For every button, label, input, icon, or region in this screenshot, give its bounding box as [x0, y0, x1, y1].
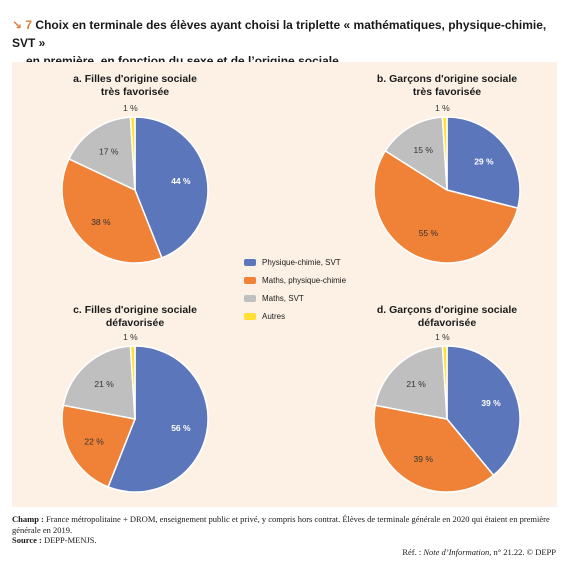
pie-c-slice-0: [107, 345, 209, 493]
legend-swatch: [244, 258, 256, 266]
chart-b-title: b. Garçons d'origine sociale très favori…: [347, 73, 547, 99]
pie-a-label-0: 44 %: [171, 176, 191, 186]
pie-c-label-3: 1 %: [123, 332, 138, 342]
chart-c-title: c. Filles d'origine sociale défavorisée: [35, 304, 235, 330]
pie-c-label-0: 56 %: [171, 423, 191, 433]
figure-title-line1: Choix en terminale des élèves ayant choi…: [12, 18, 547, 50]
chart-b-title-line2: très favorisée: [412, 86, 482, 98]
pie-a-slice-1: [61, 157, 163, 264]
pie-b-label-3: 1 %: [435, 103, 450, 113]
pie-c-slice-2: [62, 345, 136, 420]
chart-c-title-line2: défavorisée: [105, 317, 165, 329]
pie-charts-svg: 44 % 38 % 17 % 1 % 29 % 55 % 15 % 1 % 56 % 22 % 21…: [61, 103, 521, 493]
ref-label: Réf. :: [402, 547, 422, 557]
pie-c-slice-3: [129, 345, 136, 420]
source-text: DEPP-MENJS.: [43, 535, 97, 545]
chart-d-title-line1: d. Garçons d'origine sociale: [376, 304, 518, 316]
pie-d-label-3: 1 %: [435, 332, 450, 342]
legend-label: Maths, SVT: [262, 293, 304, 303]
pie-a-slice-2: [67, 116, 136, 192]
source-label: Source :: [12, 535, 42, 545]
chart-b-title-line1: b. Garçons d'origine sociale: [376, 73, 518, 85]
pie-d-slice-2: [374, 345, 448, 420]
pie-d-label-1: 39 %: [414, 454, 434, 464]
champ-label: Champ :: [12, 514, 44, 524]
chart-d-title-line2: défavorisée: [417, 317, 477, 329]
pie-d-label-2: 21 %: [406, 379, 426, 389]
legend-item: Autres: [244, 307, 346, 325]
legend-label: Maths, physique-chimie: [262, 275, 347, 285]
legend-item: Maths, SVT: [244, 289, 346, 307]
chart-a-title: a. Filles d'origine sociale très favoris…: [35, 73, 235, 99]
pie-d-slice-3: [441, 345, 448, 420]
legend-item: Maths, physique-chimie: [244, 271, 346, 289]
pie-d-slice-0: [446, 345, 521, 477]
chart-c-title-line1: c. Filles d'origine sociale: [73, 304, 197, 316]
chart-a-title-line1: a. Filles d'origine sociale: [73, 73, 197, 85]
legend-item: Physique-chimie, SVT: [244, 253, 346, 271]
pie-c-label-1: 22 %: [84, 437, 104, 447]
legend-swatch: [244, 276, 256, 284]
pie-b-label-0: 29 %: [474, 156, 494, 166]
legend-label: Physique-chimie, SVT: [262, 257, 341, 267]
pie-a-label-2: 17 %: [99, 146, 119, 156]
chart-a-title-line2: très favorisée: [100, 86, 170, 98]
chart-legend: Physique-chimie, SVT Maths, physique-chi…: [244, 253, 346, 325]
legend-swatch: [244, 294, 256, 302]
pie-b-label-2: 15 %: [414, 145, 434, 155]
pie-a-label-3: 1 %: [123, 103, 138, 113]
pie-a-label-1: 38 %: [91, 217, 111, 227]
pie-b-slice-1: [373, 149, 519, 264]
pie-b-label-1: 55 %: [419, 228, 439, 238]
pie-d-slice-1: [373, 404, 495, 493]
pie-c-label-2: 21 %: [94, 379, 114, 389]
reference: Réf. : Note d’Information, n° 21.22. © D…: [402, 547, 556, 557]
pie-b-slice-2: [384, 116, 448, 192]
legend-swatch: [244, 312, 256, 320]
champ-text: France métropolitaine + DROM, enseigneme…: [12, 514, 550, 535]
legend-label: Autres: [262, 311, 286, 321]
ref-title: Note d’Information: [423, 547, 490, 557]
pie-d-label-0: 39 %: [481, 398, 501, 408]
chart-panel: 44 % 38 % 17 % 1 % 29 % 55 % 15 % 1 % 56 % 22 % 21…: [12, 62, 557, 507]
chart-d-title: d. Garçons d'origine sociale défavorisée: [347, 304, 547, 330]
pie-a-slice-3: [129, 116, 136, 191]
pie-c-slice-1: [61, 404, 137, 488]
pie-b-slice-3: [441, 116, 448, 191]
pie-a-slice-0: [134, 116, 209, 259]
pie-b-slice-0: [446, 116, 521, 210]
figure-number: ↘ 7: [12, 18, 33, 32]
chart-footer: Champ : France métropolitaine + DROM, en…: [12, 514, 557, 546]
ref-rest: , n° 21.22. © DEPP: [489, 547, 556, 557]
